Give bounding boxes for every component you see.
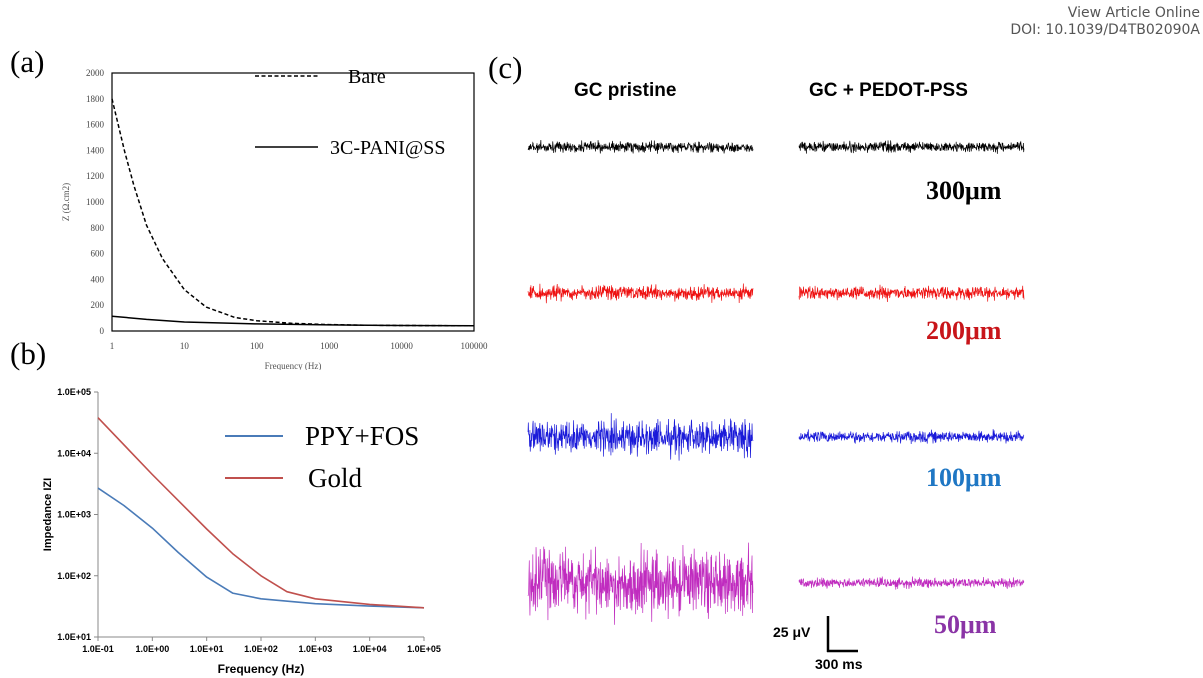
size-label-200um: 200μm — [926, 316, 1002, 345]
x-tick-label: 1.0E+01 — [190, 644, 224, 654]
y-axis-title: Impedance IZI — [42, 478, 54, 551]
size-label-100um: 100μm — [926, 463, 1002, 492]
x-tick-label: 1.0E+05 — [407, 644, 441, 654]
series-line-1 — [111, 315, 475, 327]
y-tick-label: 1.0E+02 — [57, 571, 91, 581]
series-line-1 — [97, 417, 425, 609]
y-tick-label: 0 — [100, 326, 105, 336]
y-tick-label: 400 — [91, 274, 105, 284]
chart-b: 1.0E+01 1.0E+02 1.0E+03 1.0E+04 1.0E+05 1.0E-… — [42, 387, 441, 676]
x-tick-label: 1.0E+04 — [353, 644, 387, 654]
y-tick-label: 1000 — [86, 197, 105, 207]
legend-label-1: 3C-PANI@SS — [330, 137, 446, 159]
panel-c-traces — [527, 140, 1025, 625]
x-axis-title: Frequency (Hz) — [265, 361, 322, 370]
column-title-gc-pedot-pss: GC + PEDOT-PSS — [809, 80, 968, 101]
x-tick-label: 100 — [250, 341, 264, 351]
x-axis-title: Frequency (Hz) — [218, 662, 305, 676]
x-tick-label: 1 — [110, 341, 115, 351]
panel-a-label: (a) — [10, 44, 45, 79]
scalebar — [826, 616, 858, 653]
x-tick-label: 100000 — [461, 341, 489, 351]
scalebar-time-label: 300 ms — [815, 656, 863, 672]
view-article-online-link[interactable]: View Article Online — [1067, 5, 1200, 21]
y-tick-label: 1.0E+01 — [57, 632, 91, 642]
legend-label-0: Bare — [348, 66, 386, 88]
noise-trace-pedot-3 — [798, 576, 1025, 590]
series-line-0 — [111, 98, 475, 327]
noise-trace-pedot-1 — [798, 284, 1025, 302]
x-tick-label: 10000 — [390, 341, 413, 351]
series-line-0 — [97, 487, 425, 609]
y-tick-label: 1200 — [86, 171, 105, 181]
y-tick-label: 1.0E+05 — [57, 387, 91, 397]
y-tick-label: 1.0E+04 — [57, 448, 91, 458]
y-tick-label: 600 — [91, 249, 105, 259]
scalebar-voltage-label: 25 μV — [773, 624, 811, 640]
y-tick-label: 1800 — [86, 94, 105, 104]
legend-label-1: Gold — [308, 463, 363, 493]
plot-frame — [111, 72, 475, 332]
size-label-300um: 300μm — [926, 176, 1002, 205]
x-tick-label: 1000 — [320, 341, 339, 351]
noise-trace-pristine-0 — [527, 140, 754, 154]
x-tick-label: 1.0E+03 — [298, 644, 332, 654]
noise-trace-pedot-2 — [798, 429, 1025, 445]
y-tick-label: 1400 — [86, 145, 105, 155]
y-tick-label: 1.0E+03 — [57, 510, 91, 520]
y-tick-label: 2000 — [86, 68, 105, 78]
x-tick-label: 1.0E+00 — [135, 644, 169, 654]
noise-trace-pristine-1 — [527, 283, 754, 304]
noise-trace-pristine-3 — [527, 542, 754, 625]
panel-c-label: (c) — [488, 50, 523, 85]
x-tick-label: 1.0E-01 — [82, 644, 114, 654]
y-tick-label: 1600 — [86, 120, 105, 130]
noise-trace-pedot-0 — [798, 140, 1025, 154]
column-title-gc-pristine: GC pristine — [574, 80, 677, 101]
panel-b-label: (b) — [10, 336, 47, 371]
y-axis-title: Z (Ω.cm2) — [61, 183, 71, 221]
y-tick-label: 200 — [91, 300, 105, 310]
x-tick-label: 1.0E+02 — [244, 644, 278, 654]
x-tick-label: 10 — [180, 341, 190, 351]
y-tick-label: 800 — [91, 223, 105, 233]
doi-text: DOI: 10.1039/D4TB02090A — [1010, 22, 1200, 38]
noise-trace-pristine-2 — [527, 413, 754, 461]
chart-a: 0 200 400 600 800 1000 1200 1400 1600 1800 2000 1 10… — [61, 66, 489, 370]
size-label-50um: 50μm — [934, 610, 997, 639]
legend-label-0: PPY+FOS — [305, 421, 419, 451]
